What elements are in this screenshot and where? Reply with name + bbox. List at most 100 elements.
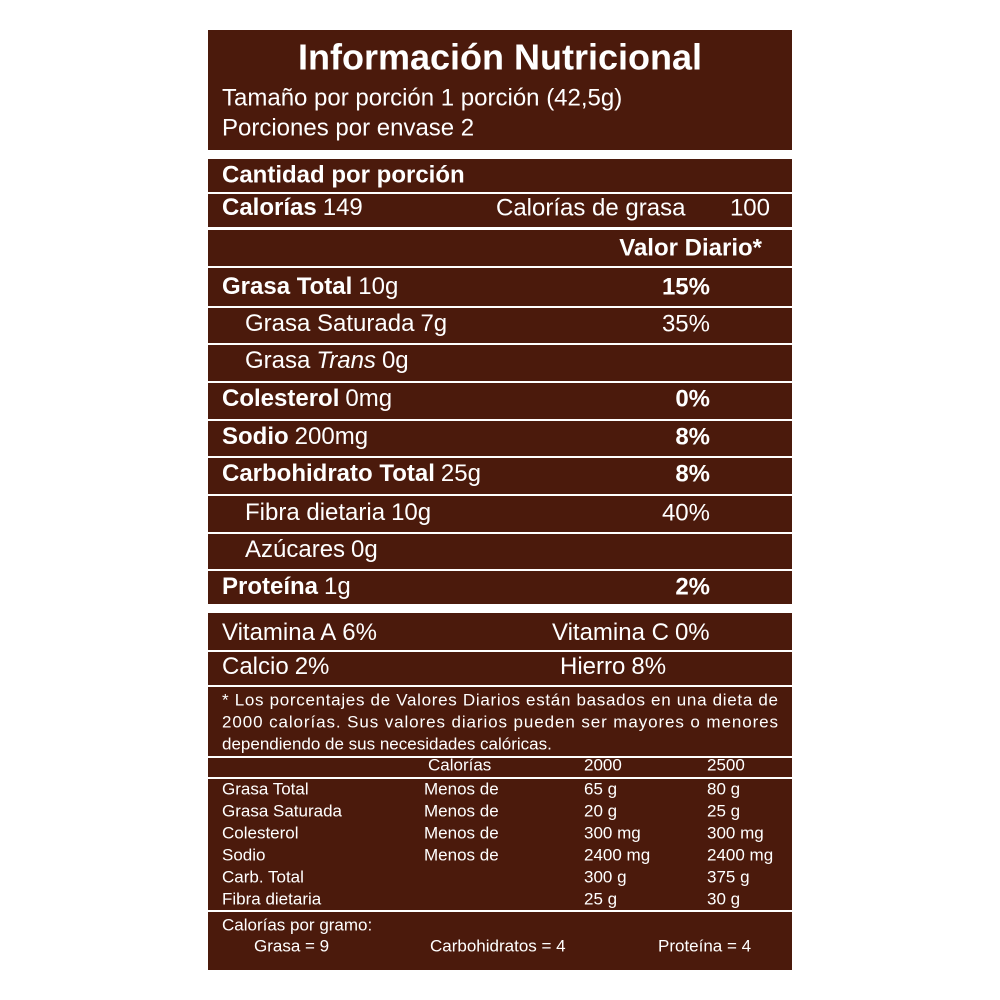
vitamin: Hierro 8% bbox=[560, 653, 666, 680]
ref-cell: Grasa Saturada bbox=[222, 801, 343, 820]
divider bbox=[208, 532, 792, 534]
ref-cell: 65 g bbox=[584, 779, 617, 798]
nutrient: Sodio 200mg bbox=[222, 423, 368, 450]
divider bbox=[208, 569, 792, 571]
vitamin: Vitamina A 6% bbox=[222, 619, 377, 646]
ref-cell: 300 mg bbox=[584, 823, 641, 842]
ref-cell: 300 mg bbox=[707, 823, 764, 842]
divider bbox=[208, 343, 792, 345]
title: Información Nutricional bbox=[298, 37, 702, 78]
nutrient-name: Proteína bbox=[222, 573, 319, 600]
nutrient-name: Fibra dietaria bbox=[245, 499, 386, 526]
nutrient-amount: 10g bbox=[391, 499, 431, 526]
nutrient-dv: 0% bbox=[675, 385, 710, 412]
nutrient-dv: 2% bbox=[675, 573, 710, 600]
dv-header: Valor Diario* bbox=[619, 234, 762, 261]
nutrient: Azúcares 0g bbox=[245, 536, 378, 563]
cal-per-gram-item: Grasa = 9 bbox=[254, 936, 329, 955]
nutrient-name: Grasa Saturada bbox=[245, 310, 415, 337]
reference-table: Calorías 2000 2500 Grasa Total Menos de 65 g 8… bbox=[222, 755, 773, 908]
ref-cell: 375 g bbox=[707, 867, 750, 886]
vitamin-name: Vitamina A bbox=[222, 619, 336, 646]
vitamin: Vitamina C 0% bbox=[552, 619, 710, 646]
nutrient-amount: 0g bbox=[382, 347, 409, 374]
divider bbox=[208, 419, 792, 421]
ref-cell: 20 g bbox=[584, 801, 617, 820]
nutrient: Proteína 1g bbox=[222, 573, 351, 600]
nutrient: Grasa Saturada 7g bbox=[245, 310, 447, 337]
nutrient-amount: 7g bbox=[420, 310, 447, 337]
ref-cell: Menos de bbox=[424, 845, 499, 864]
divider bbox=[208, 910, 792, 912]
nutrient-amount: 200mg bbox=[295, 423, 368, 450]
ref-cell: Carb. Total bbox=[222, 867, 304, 886]
nutrient-italic: Trans bbox=[316, 347, 376, 374]
nutrient-amount: 0mg bbox=[345, 385, 392, 412]
ref-cell: 80 g bbox=[707, 779, 740, 798]
divider bbox=[208, 685, 792, 687]
ref-header: 2500 bbox=[707, 755, 745, 774]
fat-calories-value: 100 bbox=[730, 194, 770, 221]
ref-cell: Fibra dietaria bbox=[222, 889, 322, 908]
footnote-line: * Los porcentajes de Valores Diarios est… bbox=[222, 690, 778, 709]
nutrient: Colesterol 0mg bbox=[222, 385, 392, 412]
vitamin-dv: 0% bbox=[675, 619, 710, 646]
divider bbox=[208, 650, 792, 652]
ref-cell: Menos de bbox=[424, 823, 499, 842]
ref-cell: 2400 mg bbox=[707, 845, 773, 864]
cal-per-gram: Grasa = 9 Carbohidratos = 4 Proteína = 4 bbox=[254, 936, 751, 955]
divider bbox=[208, 604, 792, 613]
nutrient-amount: 25g bbox=[441, 460, 481, 487]
nutrient-dv: 15% bbox=[662, 273, 710, 300]
nutrient-amount: 1g bbox=[324, 573, 351, 600]
nutrient: Fibra dietaria 10g bbox=[245, 499, 431, 526]
vitamin-name: Hierro bbox=[560, 653, 625, 680]
nutrient: Grasa Trans 0g bbox=[245, 347, 409, 374]
ref-cell: Menos de bbox=[424, 779, 499, 798]
footnote: * Los porcentajes de Valores Diarios est… bbox=[222, 690, 778, 753]
calories-value: 149 bbox=[323, 194, 363, 221]
divider bbox=[208, 192, 792, 194]
calories-label: Calorías bbox=[222, 194, 317, 221]
nutrient-dv: 8% bbox=[675, 423, 710, 450]
ref-cell: 300 g bbox=[584, 867, 627, 886]
serving-size: Tamaño por porción 1 porción (42,5g) bbox=[222, 84, 622, 111]
cal-per-gram-item: Carbohidratos = 4 bbox=[430, 936, 566, 955]
nutrient-name: Grasa Total bbox=[222, 273, 352, 300]
nutrient-amount: 0g bbox=[351, 536, 378, 563]
ref-cell: Sodio bbox=[222, 845, 265, 864]
divider bbox=[208, 381, 792, 383]
ref-cell: Menos de bbox=[424, 801, 499, 820]
ref-header: Calorías bbox=[428, 755, 491, 774]
nutrient-name: Colesterol bbox=[222, 385, 339, 412]
servings: Porciones por envase 2 bbox=[222, 114, 474, 141]
calories: Calorías 149 bbox=[222, 194, 363, 221]
nutrient-dv: 40% bbox=[662, 499, 710, 526]
vitamin-dv: 2% bbox=[295, 653, 330, 680]
nutrient-dv: 35% bbox=[662, 310, 710, 337]
vitamin-dv: 6% bbox=[342, 619, 377, 646]
vitamin: Calcio 2% bbox=[222, 653, 329, 680]
ref-cell: Colesterol bbox=[222, 823, 299, 842]
nutrient-name: Grasa bbox=[245, 347, 311, 374]
ref-cell: 25 g bbox=[707, 801, 740, 820]
footnote-line: 2000 calorías. Sus valores diarios puede… bbox=[222, 712, 778, 731]
ref-header: 2000 bbox=[584, 755, 622, 774]
nutrient-name: Azúcares bbox=[245, 536, 345, 563]
nutrient-dv: 8% bbox=[675, 460, 710, 487]
divider bbox=[208, 494, 792, 496]
footnote-line: dependiendo de sus necesidades calóricas… bbox=[222, 734, 552, 753]
cal-per-gram-item: Proteína = 4 bbox=[658, 936, 751, 955]
divider bbox=[208, 456, 792, 458]
vitamin-dv: 8% bbox=[631, 653, 666, 680]
nutrient: Carbohidrato Total 25g bbox=[222, 460, 481, 487]
panel bbox=[208, 30, 792, 970]
divider bbox=[208, 266, 792, 268]
nutrient: Grasa Total 10g bbox=[222, 273, 398, 300]
vitamin-name: Vitamina C bbox=[552, 619, 669, 646]
fat-calories-label: Calorías de grasa bbox=[496, 194, 686, 221]
amount-header: Cantidad por porción bbox=[222, 161, 465, 188]
nutrient-name: Carbohidrato Total bbox=[222, 460, 435, 487]
